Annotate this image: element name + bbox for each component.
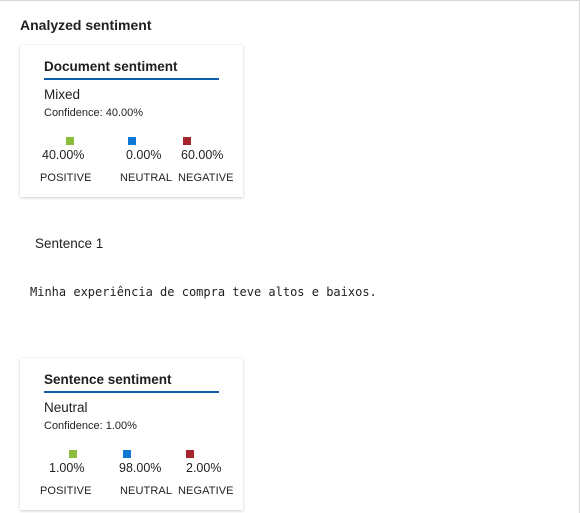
neutral-swatch-icon — [123, 450, 131, 458]
neutral-label: NEUTRAL — [120, 485, 173, 497]
positive-value: 40.00% — [42, 148, 85, 162]
positive-label: POSITIVE — [40, 485, 92, 497]
negative-value: 2.00% — [186, 461, 222, 475]
neutral-label: NEUTRAL — [120, 172, 173, 184]
neutral-value: 0.00% — [126, 148, 162, 162]
positive-swatch-icon — [69, 450, 77, 458]
neutral-swatch-icon — [128, 137, 136, 145]
top-divider — [0, 0, 580, 1]
sentence-text: Minha experiência de compra teve altos e… — [30, 285, 377, 299]
sentiment-label: Neutral — [44, 400, 88, 415]
positive-swatch-icon — [66, 137, 74, 145]
neutral-value: 98.00% — [119, 461, 162, 475]
sentiment-metrics: 1.00% POSITIVE 98.00% NEUTRAL 2.00% NEGA… — [40, 449, 234, 504]
sentence-sentiment-card: Sentence sentiment Neutral Confidence: 1… — [20, 358, 243, 510]
negative-swatch-icon — [183, 137, 191, 145]
sentiment-metrics: 40.00% POSITIVE 0.00% NEUTRAL 60.00% NEG… — [40, 136, 234, 191]
negative-label: NEGATIVE — [178, 485, 234, 497]
card-title: Document sentiment — [44, 59, 219, 80]
negative-value: 60.00% — [181, 148, 224, 162]
card-title: Sentence sentiment — [44, 372, 219, 393]
positive-value: 1.00% — [49, 461, 85, 475]
section-title: Analyzed sentiment — [20, 17, 152, 33]
positive-label: POSITIVE — [40, 172, 92, 184]
confidence-text: Confidence: 1.00% — [44, 420, 137, 432]
document-sentiment-card: Document sentiment Mixed Confidence: 40.… — [20, 45, 243, 197]
sentence-heading: Sentence 1 — [35, 236, 104, 251]
sentiment-label: Mixed — [44, 87, 81, 102]
negative-label: NEGATIVE — [178, 172, 234, 184]
confidence-text: Confidence: 40.00% — [44, 107, 144, 119]
negative-swatch-icon — [186, 450, 194, 458]
